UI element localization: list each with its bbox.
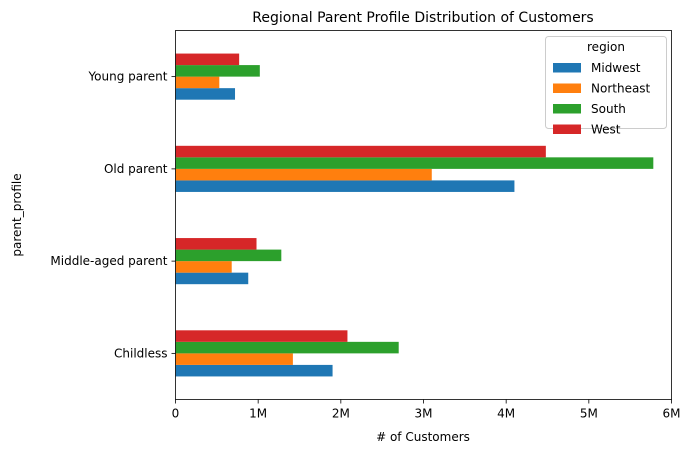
legend-swatch-west [553,124,581,134]
y-tick-label: Childless [114,346,168,360]
legend-label-midwest: Midwest [591,61,641,75]
legend-swatch-midwest [553,63,581,73]
bar-south-middle-aged-parent [175,249,282,262]
legend-title: region [587,40,625,54]
legend-items: Midwest Northeast South West [553,61,651,137]
bar-northeast-childless [175,353,293,365]
x-axis-ticks: 0 1M 2M 3M 4M 5M 6M [172,399,681,421]
bar-northeast-old-parent [175,168,432,181]
y-tick-label: Old parent [104,162,168,176]
y-axis-title: parent_profile [10,173,24,256]
x-tick-label: 0 [172,407,180,421]
chart-title: Regional Parent Profile Distribution of … [252,10,593,26]
bars-layer [175,53,654,377]
bar-west-childless [175,330,348,342]
bar-south-young-parent [175,65,260,77]
x-tick-label: 5M [580,407,598,421]
y-tick-label: Young parent [87,70,167,84]
bar-south-childless [175,341,399,354]
legend-label-west: West [591,123,621,137]
y-tick-label: Middle-aged parent [50,254,167,268]
x-tick-label: 2M [332,407,350,421]
legend-label-south: South [591,102,626,116]
bar-northeast-young-parent [175,76,220,89]
bar-midwest-old-parent [175,180,515,192]
bar-west-young-parent [175,53,240,66]
bar-west-middle-aged-parent [175,238,257,250]
legend: region Midwest Northeast South West [545,36,667,137]
legend-swatch-south [553,104,581,114]
legend-swatch-northeast [553,83,581,93]
x-tick-label: 4M [497,407,515,421]
x-tick-label: 3M [415,407,433,421]
bar-northeast-middle-aged-parent [175,261,232,273]
y-axis-ticks: Childless Middle-aged parent Old parent You… [50,70,176,360]
bar-midwest-young-parent [175,88,236,100]
legend-label-northeast: Northeast [591,82,651,96]
bar-south-old-parent [175,157,654,169]
bar-midwest-middle-aged-parent [175,272,249,285]
bar-west-old-parent [175,145,546,158]
x-axis-title: # of Customers [376,430,470,444]
x-tick-label: 1M [249,407,267,421]
bar-midwest-childless [175,364,333,377]
x-tick-label: 6M [663,407,681,421]
